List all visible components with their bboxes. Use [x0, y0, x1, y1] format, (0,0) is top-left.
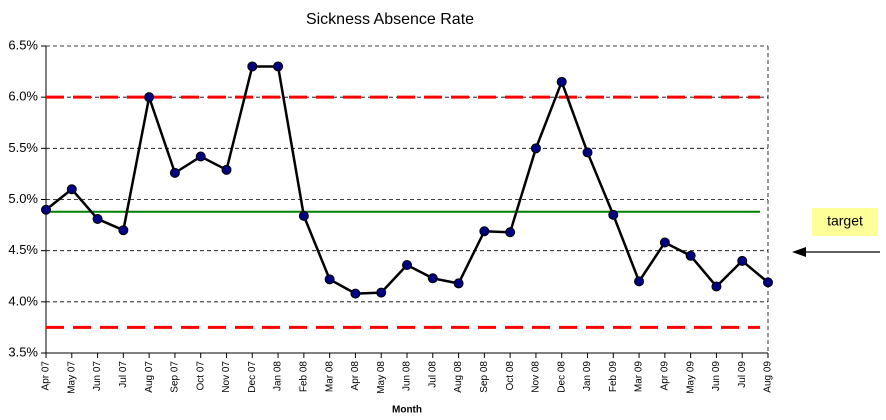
x-tick-label: Oct 08: [505, 361, 516, 391]
x-tick-label: Mar 08: [324, 361, 335, 393]
data-point: [505, 227, 516, 238]
data-point: [402, 259, 412, 270]
x-tick-label: Jan 08: [273, 361, 284, 391]
data-point: [737, 255, 748, 266]
data-point: [530, 143, 541, 154]
x-tick-label: Sep 07: [170, 361, 181, 393]
y-tick-label: 4.0%: [8, 293, 38, 308]
x-tick-label: Jun 09: [711, 361, 722, 391]
x-tick-label: Sep 08: [479, 361, 490, 393]
data-point: [685, 250, 696, 261]
chart-title: Sickness Absence Rate: [306, 11, 474, 28]
data-point: [195, 151, 206, 162]
x-tick-label: Dec 08: [556, 361, 567, 393]
x-tick-label: Feb 09: [608, 361, 619, 393]
arrow-head: [792, 247, 806, 257]
data-point: [376, 287, 387, 298]
data-point: [556, 76, 567, 87]
x-tick-label: Apr 07: [41, 361, 52, 391]
x-axis-title: Month: [392, 405, 422, 416]
data-point: [634, 276, 645, 287]
x-tick-label: Jul 09: [737, 361, 748, 388]
data-point: [479, 226, 490, 237]
x-tick-label: Apr 09: [659, 361, 670, 391]
annotation: target: [827, 213, 863, 229]
x-tick-label: Aug 09: [763, 361, 774, 393]
x-tick-label: Aug 08: [453, 361, 464, 393]
x-tick-label: Jul 07: [118, 361, 129, 388]
y-tick-label: 5.5%: [8, 140, 38, 155]
data-point: [144, 92, 155, 103]
x-tick-label: May 08: [376, 361, 387, 394]
series-line: [45, 65, 769, 295]
annotation-box: [812, 208, 878, 236]
data-point: [66, 184, 77, 195]
x-tick-label: May 09: [685, 361, 696, 394]
data-point: [41, 204, 51, 215]
data-point: [247, 61, 258, 72]
x-tick-label: Jan 09: [582, 361, 593, 391]
x-tick-label: May 07: [66, 361, 77, 394]
x-tick-label: Jun 08: [402, 361, 413, 391]
x-tick-label: Aug 07: [144, 361, 155, 393]
data-point: [711, 281, 722, 292]
x-tick-label: Nov 07: [221, 361, 232, 393]
x-tick-label: Mar 09: [634, 361, 645, 393]
x-tick-label: Oct 07: [195, 361, 206, 391]
data-point: [350, 288, 361, 299]
y-tick-label: 3.5%: [8, 344, 38, 359]
data-point: [324, 274, 335, 285]
y-tick-label: 6.0%: [8, 89, 38, 104]
data-point: [118, 225, 129, 236]
data-point: [453, 278, 464, 289]
data-point: [92, 213, 103, 224]
data-point: [221, 164, 232, 175]
data-point: [273, 61, 284, 72]
x-tick-label: Dec 07: [247, 361, 258, 393]
x-tick-label: Jun 07: [92, 361, 103, 391]
x-tick-label: Nov 08: [531, 361, 542, 393]
y-tick-label: 6.5%: [8, 37, 38, 52]
data-point: [659, 237, 670, 248]
data-point: [427, 273, 438, 284]
y-tick-label: 4.5%: [8, 242, 38, 257]
data-point: [169, 167, 180, 178]
x-tick-label: Feb 08: [298, 361, 309, 393]
x-tick-label: Jul 08: [427, 361, 438, 388]
x-tick-label: Apr 08: [350, 361, 361, 391]
data-point: [763, 277, 773, 288]
data-point: [582, 147, 593, 158]
data-point: [608, 209, 619, 220]
data-point: [298, 210, 309, 221]
y-tick-label: 5.0%: [8, 191, 38, 206]
